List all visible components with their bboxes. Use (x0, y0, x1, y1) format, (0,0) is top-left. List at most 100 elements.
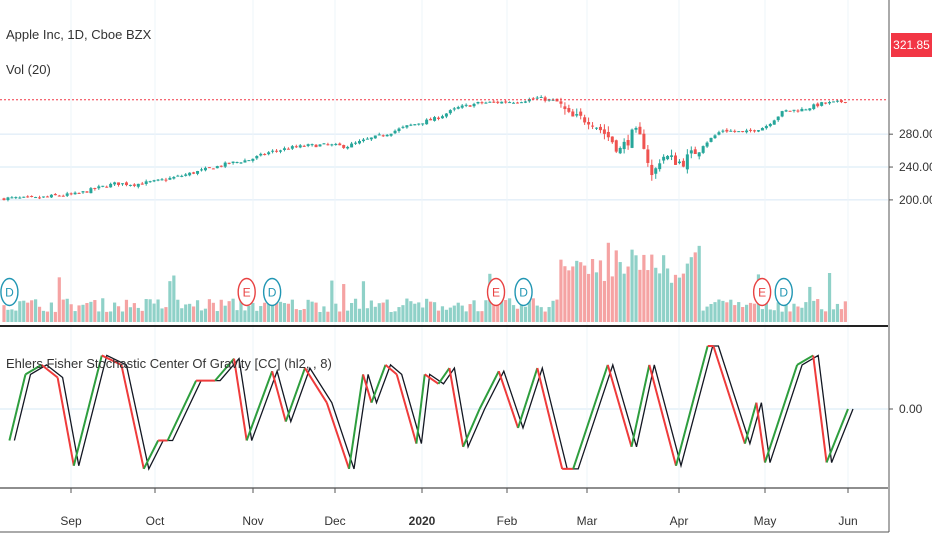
volume-bar (239, 300, 243, 322)
volume-bar (49, 302, 53, 322)
volume-bar (140, 310, 144, 322)
volume-bar (571, 266, 575, 322)
event-marker-label: D (268, 286, 277, 300)
candle-body (618, 147, 622, 154)
volume-bar (73, 311, 77, 322)
volume-bar (207, 299, 211, 322)
volume-bar (286, 303, 290, 322)
dividend-marker (774, 277, 793, 307)
candle-body (350, 143, 354, 148)
osc-signal-line (13, 345, 854, 471)
volume-bar (97, 311, 101, 322)
osc-main-segment (572, 364, 609, 470)
volume-bar (30, 300, 34, 322)
osc-main-segment (56, 377, 75, 466)
volume-bar (69, 304, 73, 322)
volume-bar (792, 303, 796, 322)
candle-body (808, 108, 812, 111)
volume-bar (160, 308, 164, 322)
candle-body (606, 131, 610, 138)
volume-bar (614, 250, 618, 322)
volume-bar (500, 298, 504, 322)
time-axis-label: Jun (838, 514, 857, 528)
osc-main-segment (712, 345, 746, 444)
osc-main-segment (362, 374, 373, 403)
volume-bar (251, 302, 255, 322)
candle-body (792, 109, 796, 111)
volume-bar (85, 303, 89, 322)
osc-main-segment (245, 370, 274, 441)
volume-bar (598, 260, 603, 322)
candle-body (326, 144, 330, 146)
candle-body (559, 101, 563, 104)
candle-body (681, 160, 685, 167)
candle-body (488, 101, 492, 103)
candle-body (282, 148, 286, 150)
volume-bar (575, 260, 579, 322)
volume-bar (559, 259, 563, 322)
time-axis-label: Apr (670, 514, 689, 528)
candle-body (638, 126, 642, 135)
candle-body (223, 162, 227, 167)
candle-body (472, 103, 476, 107)
volume-bar (638, 269, 642, 322)
volume-bar (429, 301, 433, 322)
dividend-marker (514, 277, 533, 307)
volume-bar (338, 311, 342, 322)
time-axis-label: Feb (497, 514, 518, 528)
volume-bar (255, 310, 259, 322)
candle-body (200, 169, 203, 171)
candle-body (733, 130, 737, 132)
volume-bar (610, 276, 614, 322)
volume-bar (346, 310, 350, 322)
candle-body (543, 97, 547, 101)
volume-bar (263, 302, 267, 322)
volume-bar (843, 301, 847, 322)
candle-body (500, 101, 504, 104)
volume-bar (741, 307, 745, 322)
volume-bar (353, 298, 358, 322)
volume-bar (361, 281, 366, 322)
candle-body (49, 194, 53, 198)
candle-body (626, 140, 630, 146)
volume-bar (227, 301, 231, 322)
osc-main-segment (8, 374, 27, 441)
candle-body (354, 142, 358, 144)
volume-bar (89, 301, 93, 322)
osc-main-segment (24, 364, 43, 376)
candle-body (207, 167, 211, 169)
candle-body (496, 101, 500, 103)
candle-body (800, 108, 804, 112)
osc-main-segment (755, 402, 766, 463)
volume-bar (235, 310, 239, 322)
time-axis-label: 2020 (409, 514, 436, 528)
candle-body (642, 133, 646, 149)
osc-main-segment (497, 370, 519, 429)
candle-body (192, 172, 196, 174)
volume-bar (184, 304, 188, 322)
volume-bar (709, 304, 713, 322)
volume-bar (776, 302, 780, 322)
time-axis-label: Nov (242, 514, 263, 528)
osc-main-segment (142, 440, 160, 470)
candle-body (634, 127, 638, 130)
candle-body (2, 198, 6, 201)
candle-body (243, 160, 247, 163)
volume-bar (535, 305, 539, 322)
volume-bar (642, 254, 646, 322)
volume-bar (594, 272, 599, 322)
volume-bar (247, 305, 251, 322)
osc-main-segment (437, 367, 451, 385)
volume-bar (101, 298, 105, 322)
candle-body (219, 165, 223, 167)
candle-body (338, 143, 342, 146)
candle-body (239, 162, 243, 164)
volume-bar (172, 275, 176, 322)
volume-bar (93, 300, 97, 322)
candle-body (69, 193, 73, 195)
candle-body (259, 153, 263, 156)
candle-body (358, 140, 361, 144)
volume-bar (669, 282, 674, 322)
osc-main-segment (101, 354, 122, 366)
